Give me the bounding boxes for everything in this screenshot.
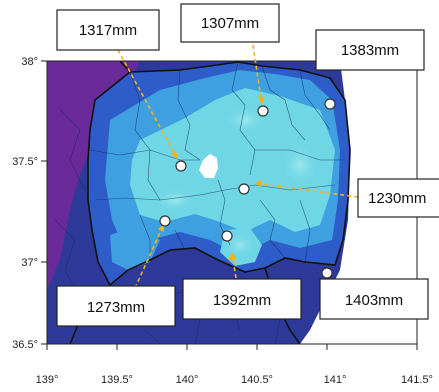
arrow-1273 <box>134 223 165 289</box>
label-1273: 1273mm <box>56 285 176 327</box>
zone-peak-1 <box>223 106 267 134</box>
arrow-1230 <box>253 182 359 198</box>
x-tick-label: 141.5° <box>401 374 433 386</box>
lake <box>199 154 218 178</box>
label-1383: 1383mm <box>315 29 425 71</box>
label-text: 1392mm <box>213 292 271 309</box>
station-marker <box>257 105 269 117</box>
x-tick-label: 140° <box>176 374 199 386</box>
label-text: 1403mm <box>345 292 403 309</box>
zone-peak-3 <box>153 188 197 212</box>
x-tick-label: 141° <box>324 374 347 386</box>
station-marker <box>175 160 187 172</box>
arrowhead-1230 <box>254 180 262 187</box>
callout-arrows <box>117 37 359 289</box>
x-tick-label: 139° <box>36 374 59 386</box>
label-1392: 1392mm <box>182 278 302 320</box>
y-tick-label: 37° <box>21 257 38 269</box>
y-axis: 38° 37.5° 37° 36.5° <box>12 56 47 351</box>
label-1403: 1403mm <box>319 278 429 320</box>
land-west-purple <box>47 61 140 290</box>
station-marker <box>221 230 233 242</box>
x-axis: 139° 139.5° 140° 140.5° 141° 141.5° <box>36 344 433 386</box>
label-1317: 1317mm <box>56 9 160 51</box>
arrowhead-1317 <box>171 151 178 160</box>
y-tick-label: 37.5° <box>12 156 38 168</box>
station-marker <box>321 267 333 279</box>
station-marker <box>159 215 171 227</box>
label-text: 1307mm <box>201 15 259 32</box>
zone-peak-4 <box>224 233 256 257</box>
zone-peak-2 <box>280 143 320 187</box>
label-text: 1230mm <box>368 190 426 207</box>
stations <box>159 98 336 279</box>
y-tick-label: 36.5° <box>12 339 38 351</box>
label-text: 1273mm <box>87 299 145 316</box>
x-tick-label: 140.5° <box>241 374 273 386</box>
label-1230: 1230mm <box>357 178 439 218</box>
prefecture-border <box>87 61 351 287</box>
station-marker <box>324 98 336 110</box>
label-1307: 1307mm <box>180 3 280 43</box>
station-marker <box>238 183 250 195</box>
label-text: 1383mm <box>341 42 399 59</box>
arrow-1307 <box>251 37 263 106</box>
y-tick-label: 38° <box>21 56 38 68</box>
arrowhead-1392 <box>229 252 236 259</box>
x-tick-label: 139.5° <box>101 374 133 386</box>
label-text: 1317mm <box>79 22 137 39</box>
arrowhead-1307 <box>258 97 265 105</box>
